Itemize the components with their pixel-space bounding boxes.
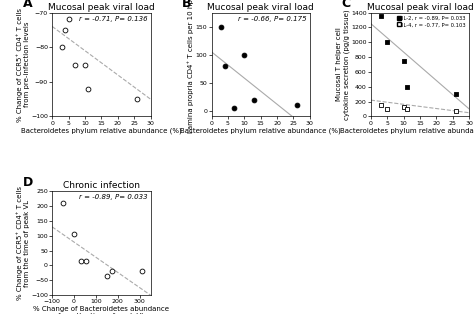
Text: D: D — [23, 176, 33, 189]
Point — [138, 269, 146, 274]
Point — [81, 62, 89, 67]
Text: r = -0.89, P= 0.033: r = -0.89, P= 0.033 — [79, 194, 147, 200]
Point — [58, 45, 66, 50]
X-axis label: Bacteroidetes phylum relative abundance (%): Bacteroidetes phylum relative abundance … — [180, 127, 341, 133]
Title: Chronic infection: Chronic infection — [63, 181, 140, 191]
Point — [377, 14, 384, 19]
Point — [250, 97, 258, 102]
Point — [77, 258, 84, 263]
Point — [240, 52, 248, 57]
Text: C: C — [341, 0, 350, 10]
Point — [218, 24, 225, 29]
Point — [231, 106, 238, 111]
Point — [377, 103, 384, 108]
Point — [82, 258, 90, 263]
Point — [383, 106, 391, 111]
Y-axis label: Mucosal T helper cell
cytokine secretion (pg/g tissue): Mucosal T helper cell cytokine secretion… — [336, 9, 350, 120]
Point — [62, 27, 69, 32]
Y-axis label: % Change of CCR5⁺ CD4⁺ T cells
from pre-infection levels: % Change of CCR5⁺ CD4⁺ T cells from pre-… — [16, 8, 30, 122]
Point — [383, 40, 391, 45]
Point — [65, 17, 73, 22]
Text: B: B — [182, 0, 191, 10]
X-axis label: Bacteroidetes phylum relative abundance (%): Bacteroidetes phylum relative abundance … — [340, 127, 474, 133]
Point — [71, 62, 79, 67]
Title: Mucosal peak viral load: Mucosal peak viral load — [367, 3, 474, 12]
Point — [452, 92, 460, 97]
X-axis label: % Change of Bacteroidetes abundance
from the time of peak VL: % Change of Bacteroidetes abundance from… — [33, 306, 169, 314]
Title: Mucosal peak viral load: Mucosal peak viral load — [48, 3, 155, 12]
Point — [70, 232, 78, 237]
Y-axis label: Lamina propria CD4⁺ T cells per 10 hpf: Lamina propria CD4⁺ T cells per 10 hpf — [188, 0, 194, 133]
Title: Mucosal peak viral load: Mucosal peak viral load — [207, 3, 314, 12]
Point — [109, 269, 116, 274]
Point — [452, 108, 460, 113]
Point — [103, 273, 110, 279]
Text: A: A — [23, 0, 32, 10]
Point — [400, 105, 408, 110]
Point — [84, 86, 92, 91]
Point — [221, 63, 228, 68]
Text: r = -0.71, P= 0.136: r = -0.71, P= 0.136 — [79, 16, 147, 22]
X-axis label: Bacteroidetes phylum relative abundance (%): Bacteroidetes phylum relative abundance … — [21, 127, 182, 133]
Y-axis label: % Change of CCR5⁺ CD4⁺ T cells
from the time of peak VL: % Change of CCR5⁺ CD4⁺ T cells from the … — [16, 186, 30, 300]
Point — [134, 97, 141, 102]
Point — [403, 106, 411, 111]
Point — [403, 84, 411, 89]
Legend: IL-2, r = -0.89, P= 0.033, IL-4, r = -0.77, P= 0.103: IL-2, r = -0.89, P= 0.033, IL-4, r = -0.… — [396, 15, 466, 28]
Point — [400, 58, 408, 63]
Point — [59, 201, 67, 206]
Text: r = -0.66, P= 0.175: r = -0.66, P= 0.175 — [238, 16, 307, 22]
Point — [293, 103, 301, 108]
